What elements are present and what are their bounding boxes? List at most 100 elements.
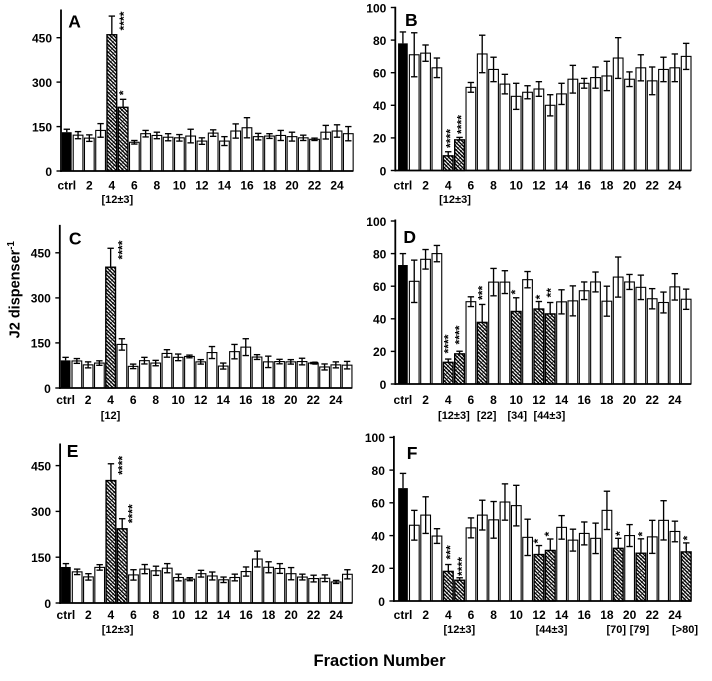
svg-text:14: 14 [555, 393, 569, 407]
svg-text:60: 60 [373, 280, 387, 294]
svg-text:*: * [443, 143, 457, 148]
svg-text:*: * [115, 470, 129, 475]
svg-text:[12±3]: [12±3] [101, 194, 133, 206]
svg-text:[12±3]: [12±3] [443, 624, 475, 636]
svg-text:16: 16 [578, 178, 592, 192]
svg-text:ctrl: ctrl [57, 608, 76, 622]
svg-text:2: 2 [422, 608, 429, 622]
svg-text:10: 10 [172, 393, 186, 407]
svg-text:[12±3]: [12±3] [438, 410, 470, 422]
svg-text:14: 14 [555, 178, 569, 192]
svg-text:18: 18 [262, 608, 276, 622]
svg-text:22: 22 [308, 178, 322, 192]
svg-text:300: 300 [31, 292, 51, 306]
svg-text:8: 8 [490, 393, 497, 407]
svg-text:*: * [455, 119, 469, 124]
svg-text:*: * [680, 535, 694, 540]
svg-text:*: * [444, 545, 458, 550]
svg-text:*: * [455, 557, 469, 562]
svg-text:4: 4 [108, 178, 115, 192]
svg-text:*: * [476, 290, 490, 295]
svg-text:E: E [67, 441, 79, 461]
svg-text:0: 0 [380, 164, 387, 178]
svg-text:ctrl: ctrl [394, 178, 413, 192]
svg-text:*: * [117, 25, 131, 30]
svg-text:22: 22 [646, 178, 660, 192]
svg-text:*: * [455, 129, 469, 134]
svg-text:8: 8 [490, 178, 497, 192]
svg-text:*: * [441, 344, 455, 349]
svg-text:*: * [444, 554, 458, 559]
svg-text:8: 8 [154, 178, 161, 192]
svg-text:60: 60 [372, 497, 386, 511]
svg-text:6: 6 [468, 393, 475, 407]
svg-text:22: 22 [646, 393, 660, 407]
svg-text:A: A [68, 11, 81, 31]
svg-text:D: D [403, 227, 416, 247]
svg-text:C: C [69, 228, 82, 248]
svg-text:14: 14 [217, 393, 231, 407]
svg-text:*: * [116, 456, 130, 461]
svg-text:16: 16 [239, 608, 253, 622]
svg-text:450: 450 [32, 32, 52, 46]
svg-text:18: 18 [263, 178, 277, 192]
svg-text:*: * [441, 339, 455, 344]
svg-text:B: B [405, 10, 418, 30]
svg-text:*: * [115, 460, 129, 465]
svg-text:*: * [115, 254, 129, 259]
svg-text:*: * [117, 11, 131, 16]
svg-text:300: 300 [32, 76, 52, 90]
svg-text:*: * [441, 348, 455, 353]
svg-text:8: 8 [152, 393, 159, 407]
svg-text:20: 20 [373, 345, 387, 359]
svg-text:20: 20 [372, 562, 386, 576]
svg-text:ctrl: ctrl [57, 178, 76, 192]
svg-text:*: * [509, 289, 523, 294]
svg-text:12: 12 [532, 393, 546, 407]
svg-text:*: * [455, 571, 469, 576]
svg-text:2: 2 [86, 178, 93, 192]
svg-text:*: * [117, 90, 131, 95]
svg-text:14: 14 [555, 608, 569, 622]
svg-text:F: F [407, 443, 418, 463]
svg-text:ctrl: ctrl [56, 393, 75, 407]
svg-text:*: * [544, 292, 558, 297]
svg-text:150: 150 [31, 337, 51, 351]
svg-text:100: 100 [366, 1, 386, 15]
svg-text:24: 24 [668, 608, 682, 622]
svg-text:450: 450 [31, 459, 51, 473]
svg-text:20: 20 [623, 608, 637, 622]
svg-text:*: * [455, 566, 469, 571]
svg-text:12: 12 [532, 178, 546, 192]
svg-text:6: 6 [468, 608, 475, 622]
svg-text:10: 10 [172, 608, 186, 622]
svg-text:6: 6 [130, 393, 137, 407]
svg-text:12: 12 [194, 393, 208, 407]
svg-text:8: 8 [153, 608, 160, 622]
svg-text:*: * [117, 21, 131, 26]
svg-text:22: 22 [307, 393, 321, 407]
svg-text:[79]: [79] [630, 624, 650, 636]
svg-text:J2 dispenser-1: J2 dispenser-1 [6, 240, 24, 338]
svg-text:[44±3]: [44±3] [536, 624, 568, 636]
svg-text:24: 24 [668, 178, 682, 192]
svg-text:16: 16 [240, 178, 254, 192]
svg-text:[22]: [22] [477, 410, 497, 422]
svg-text:450: 450 [31, 247, 51, 261]
svg-text:*: * [116, 240, 130, 245]
svg-text:24: 24 [329, 608, 343, 622]
svg-text:10: 10 [510, 178, 524, 192]
svg-text:8: 8 [490, 608, 497, 622]
svg-text:24: 24 [330, 178, 344, 192]
svg-text:16: 16 [578, 393, 592, 407]
svg-text:Fraction Number: Fraction Number [313, 652, 446, 670]
svg-text:24: 24 [668, 393, 682, 407]
svg-text:4: 4 [445, 608, 452, 622]
svg-text:[>80]: [>80] [672, 624, 698, 636]
svg-text:*: * [452, 335, 466, 340]
svg-text:*: * [455, 561, 469, 566]
svg-text:ctrl: ctrl [394, 608, 413, 622]
svg-text:60: 60 [373, 67, 387, 81]
svg-text:ctrl: ctrl [394, 393, 413, 407]
svg-text:14: 14 [218, 178, 232, 192]
